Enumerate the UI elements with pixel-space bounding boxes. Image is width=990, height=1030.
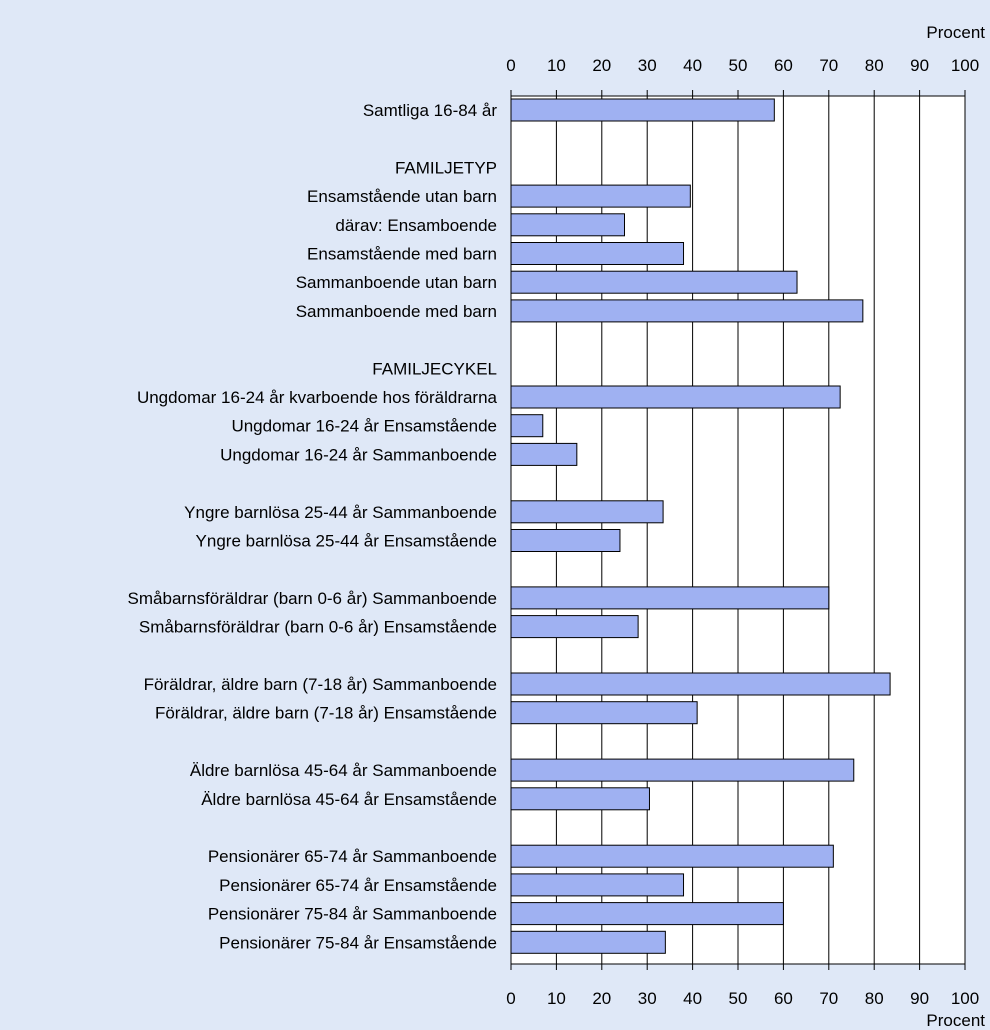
category-label: Ungdomar 16-24 år kvarboende hos föräldr… — [137, 388, 498, 407]
tick-label: 80 — [865, 56, 884, 75]
bar — [510, 586, 830, 610]
category-label: Småbarnsföräldrar (barn 0-6 år) Ensamstå… — [139, 618, 497, 637]
bar — [510, 98, 775, 122]
x-axis-title-top: Procent — [926, 23, 985, 42]
bar — [510, 299, 864, 323]
tick-label: 0 — [506, 989, 515, 1008]
tick-label: 40 — [683, 56, 702, 75]
tick-label: 0 — [506, 56, 515, 75]
tick-label: 100 — [951, 56, 979, 75]
tick-label: 70 — [819, 989, 838, 1008]
bar — [510, 385, 841, 409]
bar — [510, 615, 639, 639]
category-label: Samtliga 16-84 år — [363, 101, 498, 120]
category-label: Yngre barnlösa 25-44 år Ensamstående — [196, 532, 497, 551]
category-label: Sammanboende med barn — [296, 302, 497, 321]
tick-label: 30 — [638, 56, 657, 75]
tick-label: 90 — [910, 56, 929, 75]
category-label: Föräldrar, äldre barn (7-18 år) Sammanbo… — [144, 675, 497, 694]
bar — [510, 414, 544, 438]
bar — [510, 213, 625, 237]
tick-label: 90 — [910, 989, 929, 1008]
x-axis-title-bottom: Procent — [926, 1011, 985, 1030]
category-label: Pensionärer 75-84 år Ensamstående — [219, 933, 497, 952]
category-label: Äldre barnlösa 45-64 år Sammanboende — [190, 761, 497, 780]
category-label: därav: Ensamboende — [335, 216, 497, 235]
category-label: Ungdomar 16-24 år Sammanboende — [220, 445, 497, 464]
bar — [510, 672, 891, 696]
category-label: Pensionärer 65-74 år Ensamstående — [219, 876, 497, 895]
category-label: Pensionärer 65-74 år Sammanboende — [208, 847, 497, 866]
bar — [510, 184, 691, 208]
tick-label: 40 — [683, 989, 702, 1008]
tick-label: 20 — [592, 989, 611, 1008]
bar — [510, 758, 855, 782]
bar — [510, 500, 664, 524]
category-label: Ensamstående utan barn — [307, 187, 497, 206]
bar — [510, 701, 698, 725]
tick-label: 70 — [819, 56, 838, 75]
category-label: Pensionärer 75-84 år Sammanboende — [208, 905, 497, 924]
bar — [510, 844, 834, 868]
tick-label: 50 — [729, 56, 748, 75]
category-label: Ungdomar 16-24 år Ensamstående — [231, 417, 497, 436]
tick-label: 10 — [547, 56, 566, 75]
tick-label: 80 — [865, 989, 884, 1008]
tick-label: 20 — [592, 56, 611, 75]
tick-label: 60 — [774, 989, 793, 1008]
bars — [510, 98, 891, 954]
bar — [510, 902, 784, 926]
bar — [510, 442, 578, 466]
bar — [510, 270, 798, 294]
tick-label: 10 — [547, 989, 566, 1008]
group-header: FAMILJETYP — [395, 158, 497, 177]
bar — [510, 930, 666, 954]
tick-label: 50 — [729, 989, 748, 1008]
category-label: Yngre barnlösa 25-44 år Sammanboende — [184, 503, 497, 522]
category-label: Äldre barnlösa 45-64 år Ensamstående — [201, 790, 497, 809]
category-label: Föräldrar, äldre barn (7-18 år) Ensamstå… — [155, 704, 497, 723]
tick-label: 60 — [774, 56, 793, 75]
bar — [510, 873, 685, 897]
top-axis: 0 10 20 30 40 50 60 70 80 90 100 — [506, 56, 979, 97]
bar — [510, 529, 621, 552]
group-header: FAMILJECYKEL — [372, 359, 497, 378]
category-labels: Samtliga 16-84 år FAMILJETYP Ensamstående … — [128, 101, 498, 952]
bottom-axis: 0 10 20 30 40 50 60 70 80 90 100 — [506, 963, 979, 1008]
bar — [510, 787, 650, 811]
category-label: Ensamstående med barn — [307, 245, 497, 264]
tick-label: 100 — [951, 989, 979, 1008]
tick-label: 30 — [638, 989, 657, 1008]
category-label: Småbarnsföräldrar (barn 0-6 år) Sammanbo… — [128, 589, 497, 608]
bar — [510, 242, 685, 265]
category-label: Sammanboende utan barn — [296, 273, 497, 292]
